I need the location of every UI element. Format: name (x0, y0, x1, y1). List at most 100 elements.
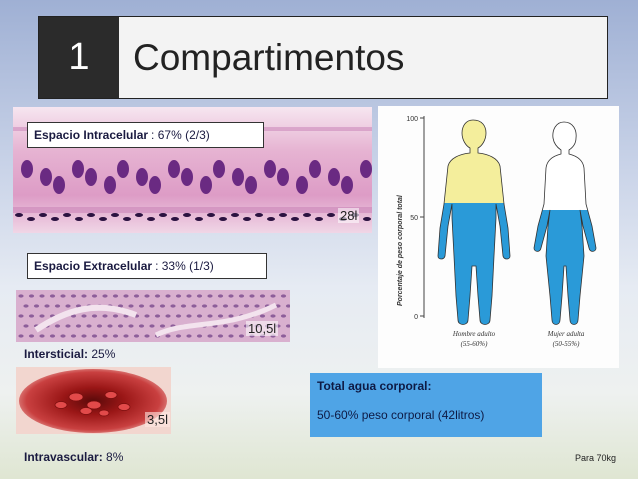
male-water-fill (438, 203, 510, 325)
interstitial-cell (39, 294, 45, 298)
basal-cell-dot (279, 213, 287, 217)
cell-nucleus (181, 168, 193, 186)
cell-nucleus (168, 160, 180, 178)
interstitial-cell (39, 314, 45, 318)
interstitial-cell (123, 334, 129, 338)
interstitial-cell (133, 294, 140, 298)
interstitial-cell (175, 314, 182, 318)
interstitial-cell (102, 334, 108, 338)
male-range: (55-60%) (461, 340, 488, 348)
basal-cell-dot (195, 217, 203, 221)
interstitial-cell (49, 334, 56, 338)
interstitial-cell (165, 294, 171, 298)
basal-cell-dot (207, 213, 215, 217)
interstitial-cell (112, 294, 119, 298)
interstitial-cell (91, 334, 98, 338)
female-range: (50-55%) (553, 340, 580, 348)
interstitial-volume: 10,5l (246, 321, 279, 336)
interstitial-cell (217, 334, 224, 338)
cell-nucleus (213, 160, 225, 178)
interstitial-cell (254, 304, 260, 308)
interstitial-cell (149, 324, 155, 328)
interstitial-cell (65, 324, 71, 328)
interstitial-cell (228, 314, 234, 318)
basal-cell-dot (27, 217, 35, 221)
interstitial-cell (81, 314, 87, 318)
female-water-fill (534, 210, 596, 325)
interstitial-cell (191, 304, 197, 308)
interstitial-cell (196, 334, 203, 338)
cell-nucleus (149, 176, 161, 194)
interstitial-cell (112, 334, 119, 338)
interstitial-cell (138, 304, 145, 308)
interstitial-cell (144, 334, 150, 338)
interstitial-cell (54, 324, 61, 328)
interstitial-cell (186, 294, 192, 298)
interstitial-cell (96, 324, 103, 328)
interstitial-cell (207, 334, 213, 338)
basal-cell-dot (303, 213, 311, 217)
interstitial-cell (165, 334, 171, 338)
interstitial-cell (186, 314, 192, 318)
interstitial-cell (154, 314, 161, 318)
interstitial-cell (75, 304, 82, 308)
basal-cell-dot (51, 217, 59, 221)
interstitial-cell (144, 294, 150, 298)
interstitial-cell (217, 294, 224, 298)
cell-nucleus (341, 176, 353, 194)
basal-cell-dot (183, 213, 191, 217)
interstitial-cell (18, 334, 24, 338)
interstitial-cell (28, 314, 35, 318)
cell-nucleus (309, 160, 321, 178)
interstitial-cell (222, 304, 229, 308)
slide-title-bar: 1 Compartimentos (38, 16, 608, 99)
cell-nucleus (53, 176, 65, 194)
cell-nucleus (264, 160, 276, 178)
male-upper-fill (438, 120, 510, 206)
interstitial-cell (23, 304, 29, 308)
interstitial-cell (207, 294, 213, 298)
cell-nucleus (296, 176, 308, 194)
interstitial-cell (280, 314, 287, 318)
interstitial-cell (270, 314, 276, 318)
interstitial-cell (149, 304, 155, 308)
basal-cell-dot (327, 213, 335, 217)
cell-nucleus (21, 160, 33, 178)
basal-cell-dot (231, 213, 239, 217)
interstitial-cell (186, 334, 192, 338)
interstitial-cell (222, 324, 229, 328)
interstitial-cell (70, 314, 77, 318)
interstitial-cell (154, 294, 161, 298)
basal-cell-dot (171, 217, 179, 221)
interstitial-cell (233, 304, 239, 308)
basal-cell-dot (267, 217, 275, 221)
interstitial-cell (212, 304, 218, 308)
interstitial-cell (70, 334, 77, 338)
interstitial-cell (196, 314, 203, 318)
basal-cell-dot (87, 213, 95, 217)
interstitial-cell (217, 314, 224, 318)
interstitial-cell (60, 294, 66, 298)
cell-nucleus (200, 176, 212, 194)
interstitial-cell (207, 314, 213, 318)
cell-nucleus (85, 168, 97, 186)
cell-nucleus (136, 168, 148, 186)
intracellular-label: Espacio Intracelular : 67% (2/3) (27, 122, 264, 148)
interstitial-cell (228, 334, 234, 338)
basal-cell-dot (219, 217, 227, 221)
basal-cell-dot (315, 217, 323, 221)
extracellular-label-bold: Espacio Extracelular (34, 259, 153, 273)
interstitial-cell (175, 334, 182, 338)
interstitial-cell (238, 294, 245, 298)
interstitial-cell (102, 314, 108, 318)
interstitial-cell (70, 294, 77, 298)
interstitial-cell (280, 334, 287, 338)
intracellular-label-bold: Espacio Intracelular (34, 128, 149, 142)
interstitial-cell (180, 304, 187, 308)
basal-cell-dot (111, 213, 119, 217)
interstitial-cell (228, 294, 234, 298)
basal-cell-dot (39, 213, 47, 217)
slide-title: Compartimentos (133, 36, 405, 78)
interstitial-cell (128, 324, 134, 328)
interstitial-cell (170, 304, 176, 308)
